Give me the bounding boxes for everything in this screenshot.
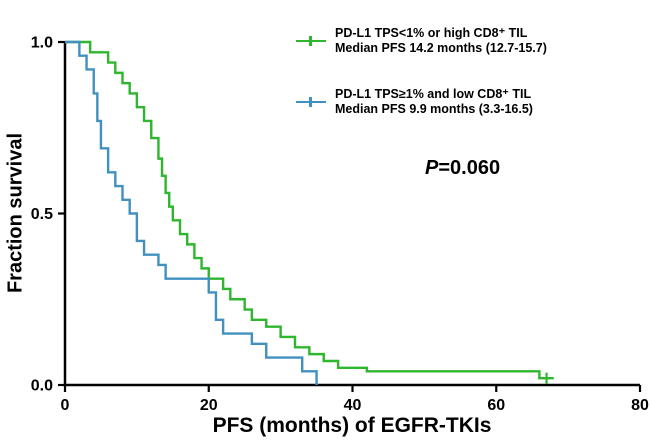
- p-value-number: =0.060: [438, 157, 501, 179]
- legend-group-label-low-cd8: PD-L1 TPS≥1% and low CD8⁺ TIL: [335, 87, 532, 101]
- y-tick-label: 1.0: [31, 35, 53, 52]
- x-tick-label: 40: [344, 397, 362, 414]
- y-axis-title: Fraction survival: [4, 132, 27, 294]
- legend-median-label-high-cd8: Median PFS 14.2 months (12.7-15.7): [335, 40, 547, 55]
- survival-curve-high-cd8: [65, 40, 554, 380]
- legend: PD-L1 TPS<1% or high CD8⁺ TIL Median PFS…: [296, 26, 547, 148]
- p-value-annotation: P=0.060: [425, 157, 500, 180]
- green-marker-censor-tick: [309, 35, 312, 46]
- green-survival-marker-icon: [296, 33, 326, 49]
- survival-curve-low-cd8: [65, 40, 318, 385]
- y-tick-label: 0.5: [31, 206, 53, 223]
- x-tick-label: 0: [61, 397, 70, 414]
- x-tick-label: 80: [631, 397, 649, 414]
- x-tick-label: 60: [487, 397, 505, 414]
- legend-group-label-high-cd8: PD-L1 TPS<1% or high CD8⁺ TIL: [335, 26, 528, 40]
- y-tick-label: 0.0: [31, 378, 53, 395]
- legend-entry-low-cd8: PD-L1 TPS≥1% and low CD8⁺ TIL Median PFS…: [296, 87, 547, 116]
- legend-text-low-cd8: PD-L1 TPS≥1% and low CD8⁺ TIL Median PFS…: [335, 87, 533, 116]
- legend-text-high-cd8: PD-L1 TPS<1% or high CD8⁺ TIL Median PFS…: [335, 26, 547, 55]
- blue-marker-censor-tick: [309, 96, 312, 107]
- p-value-symbol: P: [425, 157, 439, 179]
- x-tick-label: 20: [200, 397, 218, 414]
- legend-median-label-low-cd8: Median PFS 9.9 months (3.3-16.5): [335, 101, 533, 116]
- legend-entry-high-cd8: PD-L1 TPS<1% or high CD8⁺ TIL Median PFS…: [296, 26, 547, 55]
- x-axis-title: PFS (months) of EGFR-TKIs: [212, 414, 492, 437]
- blue-survival-marker-icon: [296, 94, 326, 110]
